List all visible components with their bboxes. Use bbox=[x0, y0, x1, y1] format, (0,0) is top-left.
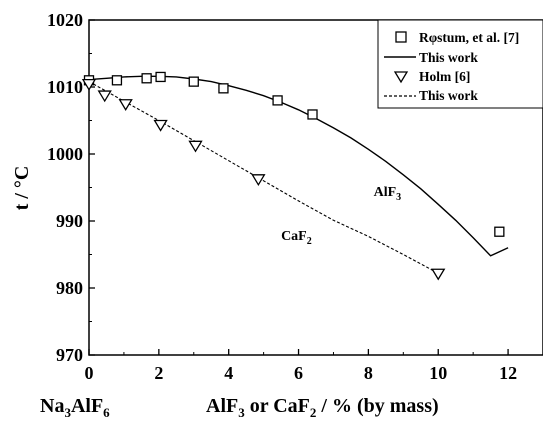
x-tick-label: 10 bbox=[429, 363, 447, 383]
y-tick-label: 1010 bbox=[47, 77, 83, 97]
x-tick-label: 4 bbox=[224, 363, 233, 383]
annotation-CaF2: CaF2 bbox=[281, 229, 312, 247]
x-axis-label-left: Na3AlF6 bbox=[40, 395, 110, 420]
y-tick-label: 980 bbox=[56, 278, 83, 298]
legend-triangle-icon bbox=[393, 71, 409, 84]
y-tick-label: 1000 bbox=[47, 144, 83, 164]
square-marker bbox=[155, 71, 166, 83]
square-marker bbox=[218, 83, 229, 94]
series-line-dashed bbox=[88, 81, 439, 274]
legend-label-holm: Holm [6] bbox=[419, 69, 470, 84]
triangle-marker bbox=[97, 90, 112, 103]
triangle-marker bbox=[81, 79, 97, 91]
legend-label-this-work-dashed: This work bbox=[419, 88, 478, 103]
square-marker bbox=[141, 73, 152, 84]
y-tick-label: 970 bbox=[56, 345, 83, 365]
legend: Rφstum, et al. [7] This work Holm [6] Th… bbox=[377, 19, 543, 109]
x-axis-label: AlF3 or CaF2 / % (by mass) bbox=[206, 395, 439, 420]
x-tick-label: 6 bbox=[294, 363, 303, 383]
square-marker bbox=[494, 226, 505, 237]
annotations: AlF3 CaF2 bbox=[281, 185, 401, 247]
x-tick-label: 8 bbox=[364, 363, 373, 383]
triangle-marker bbox=[188, 140, 203, 153]
y-tick-label: 1020 bbox=[47, 10, 83, 30]
legend-label-rostum: Rφstum, et al. [7] bbox=[419, 30, 519, 45]
y-tick-label: 990 bbox=[56, 211, 83, 231]
legend-square-icon bbox=[395, 31, 407, 43]
annotation-AlF3: AlF3 bbox=[374, 185, 402, 203]
axis-ticks: 0 2 4 6 8 10 12 970 980 990 1000 1010 1020 bbox=[47, 10, 517, 383]
square-marker bbox=[272, 95, 283, 106]
square-marker bbox=[307, 109, 318, 120]
x-tick-label: 2 bbox=[154, 363, 163, 383]
square-marker bbox=[111, 75, 123, 86]
series-markers bbox=[81, 71, 505, 281]
triangle-marker bbox=[118, 99, 133, 112]
triangle-marker bbox=[153, 119, 168, 132]
legend-label-this-work-solid: This work bbox=[419, 50, 478, 65]
triangle-marker bbox=[431, 268, 446, 281]
x-tick-label: 0 bbox=[85, 363, 94, 383]
square-marker bbox=[188, 76, 199, 87]
y-axis-label: t / °C bbox=[11, 166, 33, 211]
x-tick-label: 12 bbox=[499, 363, 517, 383]
triangle-marker bbox=[251, 174, 266, 187]
